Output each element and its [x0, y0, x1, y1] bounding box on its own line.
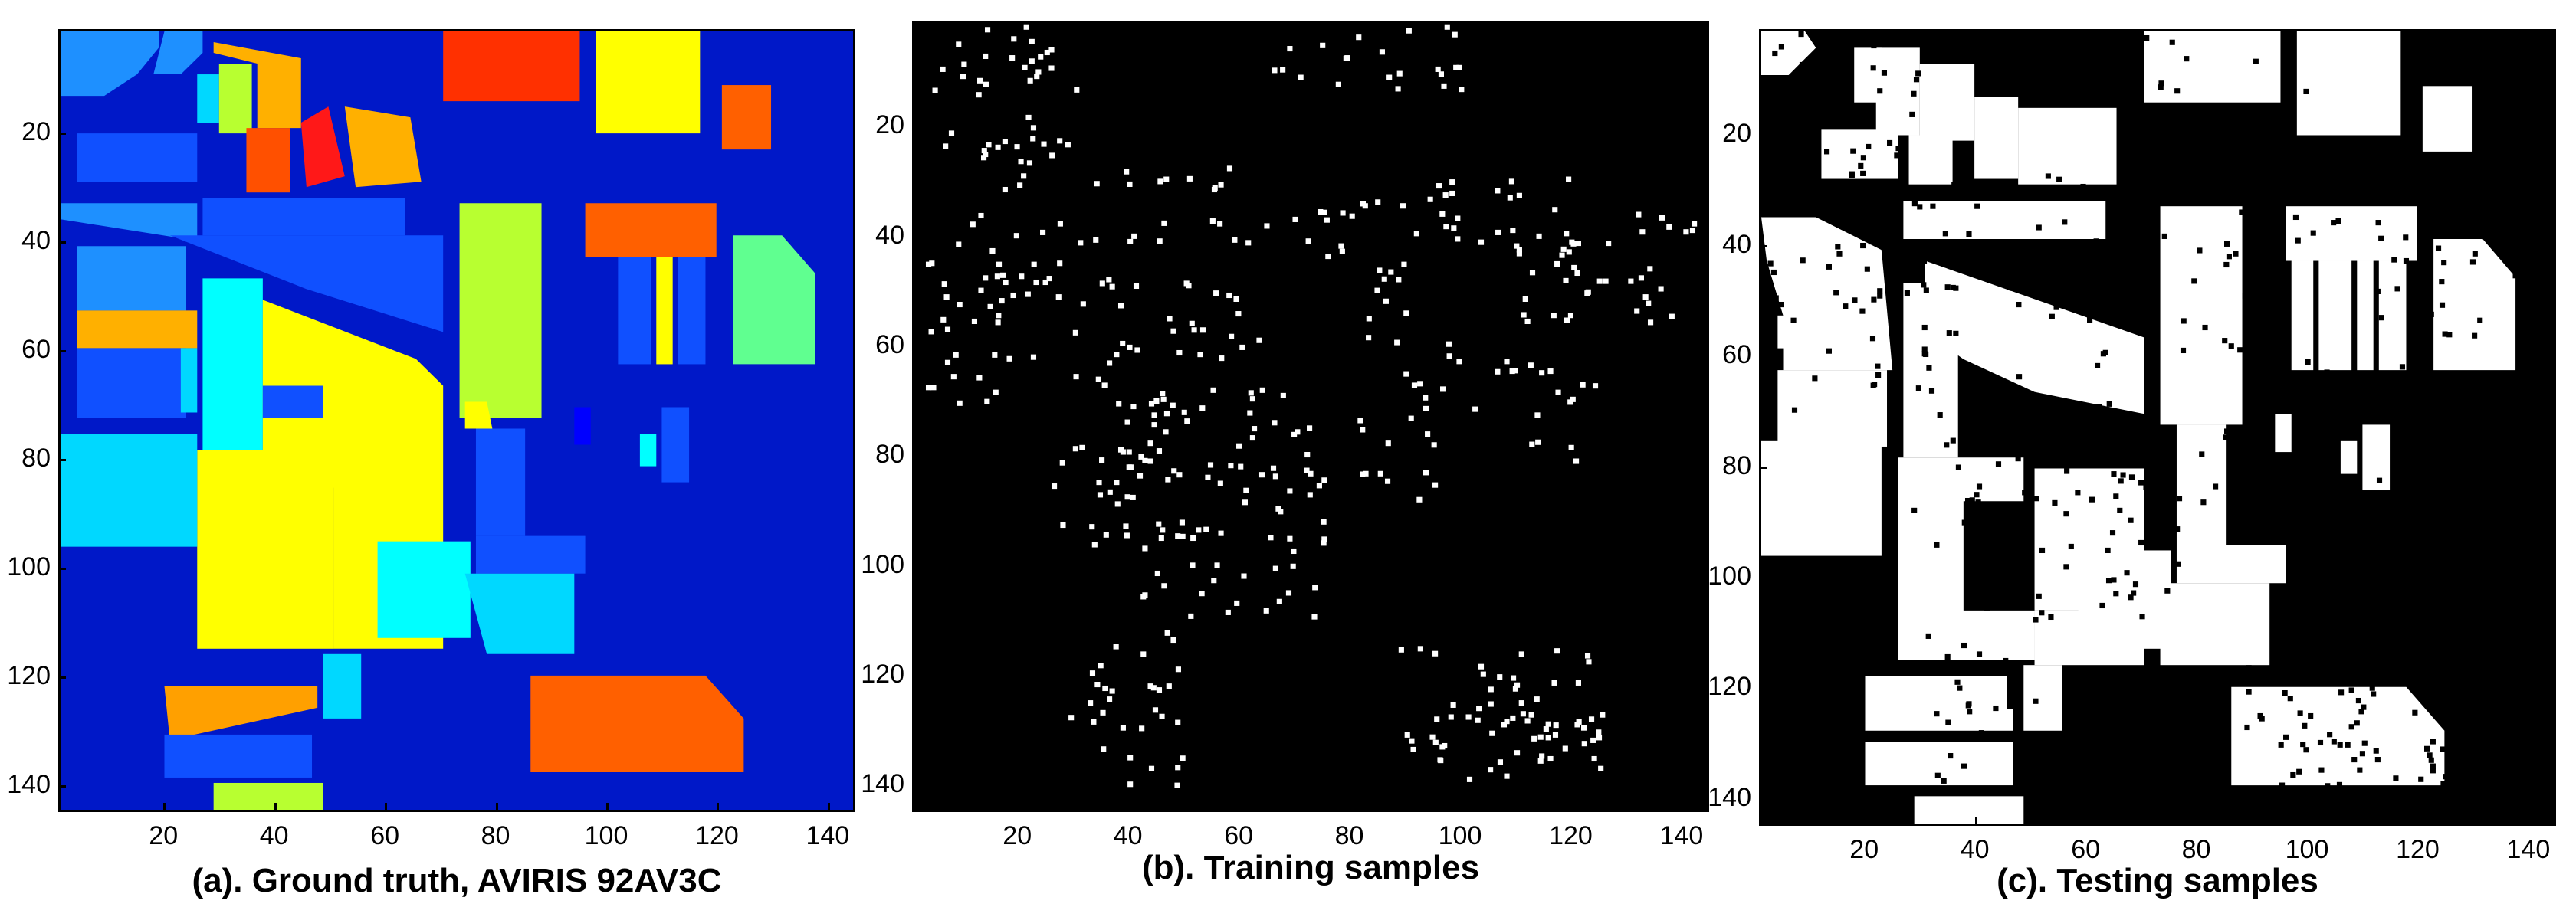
y-tick-mark: [912, 235, 920, 238]
x-tick-mark: [2417, 817, 2420, 824]
training-samples-map: [912, 21, 1709, 812]
y-tick-mark: [912, 345, 920, 348]
y-tick-mark: [58, 349, 66, 352]
x-tick-label: 20: [1003, 821, 1032, 850]
y-tick-mark: [58, 132, 66, 135]
x-tick-label: 100: [2285, 835, 2329, 864]
y-tick-label: 40: [21, 225, 51, 255]
x-tick-mark: [606, 803, 609, 811]
x-tick-mark: [274, 803, 277, 811]
x-tick-label: 100: [584, 821, 628, 850]
y-tick-label: 120: [7, 660, 51, 690]
y-tick-mark: [912, 784, 920, 788]
y-tick-mark: [1759, 355, 1767, 359]
y-tick-label: 40: [875, 220, 904, 250]
y-tick-mark: [58, 784, 66, 788]
x-tick-label: 120: [1549, 821, 1593, 850]
ground-truth-map: [58, 29, 855, 812]
y-tick-mark: [1759, 244, 1767, 247]
x-tick-mark: [163, 803, 166, 811]
y-tick-label: 120: [1708, 672, 1751, 702]
x-tick-mark: [1127, 803, 1130, 811]
y-tick-mark: [58, 241, 66, 244]
x-tick-label: 140: [806, 821, 850, 850]
y-tick-label: 120: [861, 659, 904, 689]
x-tick-label: 120: [2396, 835, 2440, 864]
x-tick-label: 20: [149, 821, 179, 850]
x-tick-label: 80: [481, 821, 510, 850]
x-tick-mark: [1681, 803, 1684, 811]
y-tick-label: 140: [1708, 782, 1751, 812]
x-tick-label: 20: [1849, 835, 1879, 864]
y-tick-label: 60: [1722, 340, 1751, 370]
x-tick-mark: [2307, 817, 2309, 824]
y-tick-label: 140: [7, 769, 51, 799]
x-tick-label: 60: [370, 821, 400, 850]
y-tick-label: 100: [861, 549, 904, 579]
y-tick-mark: [1759, 797, 1767, 801]
y-tick-mark: [912, 455, 920, 458]
x-tick-label: 140: [1659, 821, 1704, 850]
x-tick-mark: [495, 803, 498, 811]
testing-samples-map: [1759, 29, 2556, 826]
x-tick-label: 140: [2506, 835, 2551, 864]
y-tick-mark: [1759, 687, 1767, 690]
y-tick-mark: [1759, 134, 1767, 137]
y-tick-mark: [912, 565, 920, 568]
ground-truth-image: [61, 31, 853, 810]
y-tick-mark: [912, 674, 920, 677]
x-tick-mark: [1460, 803, 1462, 811]
y-tick-label: 80: [1722, 450, 1751, 480]
y-tick-label: 40: [1722, 229, 1751, 259]
x-tick-mark: [2085, 817, 2089, 824]
x-tick-mark: [1239, 803, 1242, 811]
y-tick-label: 100: [7, 552, 51, 581]
y-tick-mark: [1759, 577, 1767, 579]
y-tick-label: 80: [875, 440, 904, 470]
training-samples-image: [914, 24, 1707, 810]
x-tick-mark: [2528, 817, 2531, 824]
x-tick-mark: [1864, 817, 1867, 824]
y-tick-label: 60: [875, 329, 904, 359]
x-tick-label: 40: [259, 821, 289, 850]
x-tick-mark: [827, 803, 830, 811]
y-tick-mark: [58, 458, 66, 461]
x-tick-mark: [1017, 803, 1020, 811]
x-tick-mark: [1349, 803, 1352, 811]
y-tick-mark: [912, 126, 920, 129]
x-tick-label: 40: [1960, 835, 1990, 864]
y-tick-label: 60: [21, 334, 51, 364]
y-tick-label: 80: [21, 443, 51, 473]
x-tick-label: 60: [1224, 821, 1254, 850]
caption-testing-samples: (c). Testing samples: [1997, 862, 2318, 899]
caption-ground-truth: (a). Ground truth, AVIRIS 92AV3C: [192, 862, 722, 899]
y-tick-mark: [1759, 466, 1767, 469]
x-tick-mark: [717, 803, 720, 811]
y-tick-label: 20: [1722, 119, 1751, 149]
x-tick-label: 80: [2181, 835, 2211, 864]
x-tick-mark: [385, 803, 388, 811]
x-tick-mark: [1974, 817, 1977, 824]
y-tick-label: 140: [861, 769, 904, 799]
y-tick-label: 100: [1708, 562, 1751, 591]
x-tick-label: 60: [2071, 835, 2101, 864]
x-tick-label: 40: [1113, 821, 1143, 850]
x-tick-label: 80: [1334, 821, 1364, 850]
x-tick-mark: [2196, 817, 2199, 824]
y-tick-mark: [58, 567, 66, 570]
x-tick-mark: [1570, 803, 1573, 811]
y-tick-mark: [58, 676, 66, 679]
y-tick-label: 20: [21, 116, 51, 146]
x-tick-label: 120: [695, 821, 739, 850]
testing-samples-image: [1761, 31, 2554, 824]
x-tick-label: 100: [1438, 821, 1482, 850]
caption-training-samples: (b). Training samples: [1141, 849, 1480, 886]
y-tick-label: 20: [875, 110, 904, 140]
